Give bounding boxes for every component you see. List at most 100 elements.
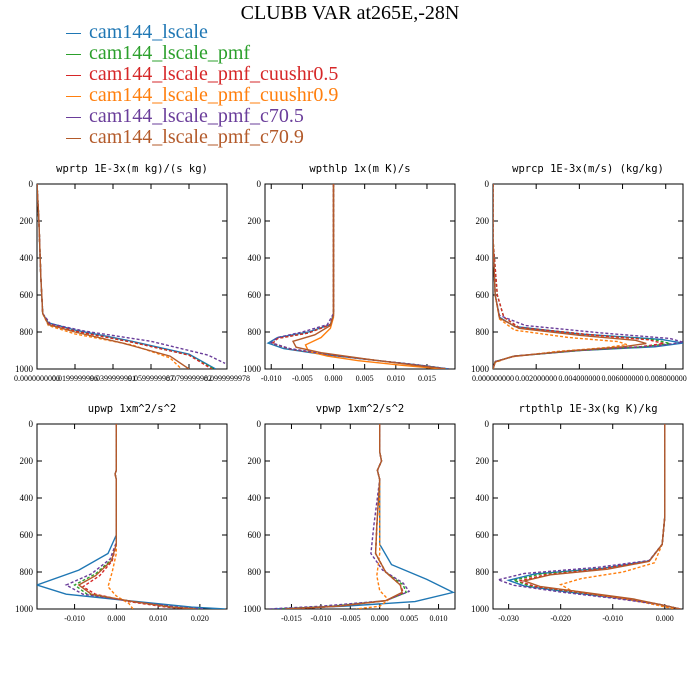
x-tick-label: 0.000000000 — [472, 374, 514, 383]
legend-swatch — [66, 54, 81, 56]
x-tick-label: 0.000 — [325, 374, 343, 383]
x-tick-label: -0.010 — [64, 614, 85, 623]
y-tick-label: 400 — [248, 253, 262, 263]
series-line — [77, 424, 196, 609]
y-tick-label: 1000 — [243, 604, 262, 614]
series-line — [516, 424, 681, 609]
x-tick-label: 0.0599999987 — [128, 374, 174, 383]
series-line — [304, 184, 443, 369]
legend-swatch — [66, 33, 81, 35]
series-line — [511, 424, 681, 609]
y-tick-label: 0 — [29, 419, 34, 429]
y-tick-label: 600 — [248, 290, 262, 300]
y-tick-label: 200 — [248, 456, 262, 466]
y-tick-label: 800 — [248, 567, 262, 577]
series-line — [506, 424, 681, 609]
y-tick-label: 800 — [20, 327, 34, 337]
series-line — [493, 184, 628, 369]
y-tick-label: 600 — [20, 290, 34, 300]
plot-frame — [264, 423, 456, 610]
series-line — [37, 184, 226, 365]
legend-swatch — [66, 117, 81, 119]
plot-frame — [492, 183, 684, 370]
x-tick-label: 0.008000000 — [645, 374, 687, 383]
x-tick-label: 0.0399999991 — [90, 374, 136, 383]
x-tick-label: 0.010 — [430, 614, 448, 623]
y-tick-label: 800 — [20, 567, 34, 577]
series-line — [271, 184, 446, 369]
y-tick-label: 200 — [248, 216, 262, 226]
series-line — [279, 424, 408, 609]
y-tick-label: 1000 — [471, 604, 490, 614]
y-tick-label: 1000 — [471, 364, 490, 374]
series-line — [37, 184, 182, 369]
chart-panel: upwp 1xm^2/s^2 0 200 400 600 800 1000 -0.010 0.0… — [15, 403, 228, 623]
plot-frame — [36, 183, 228, 370]
y-tick-label: 0 — [485, 419, 490, 429]
x-tick-label: 0.006000000 — [602, 374, 644, 383]
series-line — [37, 184, 213, 369]
x-tick-label: -0.010 — [311, 614, 332, 623]
series-line — [271, 184, 449, 369]
series-line — [267, 424, 411, 609]
series-line — [269, 184, 449, 369]
series-line — [493, 184, 671, 369]
y-tick-label: 0 — [257, 179, 262, 189]
x-tick-label: -0.015 — [281, 614, 302, 623]
x-tick-label: 0.0999999978 — [204, 374, 250, 383]
series-line — [558, 424, 676, 609]
plot-frame — [492, 423, 684, 610]
series-line — [521, 424, 681, 609]
panel-title: upwp 1xm^2/s^2 — [88, 403, 177, 415]
y-tick-label: 0 — [257, 419, 262, 429]
panel-title: rtpthlp 1E-3x(kg K)/kg — [518, 403, 657, 415]
x-tick-label: 0.0799999982 — [166, 374, 212, 383]
y-tick-label: 800 — [248, 327, 262, 337]
y-tick-label: 200 — [20, 216, 34, 226]
series-line — [37, 184, 190, 369]
x-tick-label: 0.010 — [387, 374, 405, 383]
y-tick-label: 0 — [29, 179, 34, 189]
x-tick-label: 0.015 — [418, 374, 436, 383]
series-line — [37, 424, 225, 609]
series-line — [107, 424, 134, 609]
x-tick-label: -0.020 — [550, 614, 571, 623]
y-tick-label: 1000 — [243, 364, 262, 374]
x-tick-label: 0.0199999996 — [52, 374, 98, 383]
y-tick-label: 200 — [476, 456, 490, 466]
series-line — [285, 424, 403, 609]
panel-title: vpwp 1xm^2/s^2 — [316, 403, 405, 415]
y-tick-label: 1000 — [15, 604, 34, 614]
y-tick-label: 400 — [20, 493, 34, 503]
y-tick-label: 600 — [20, 530, 34, 540]
series-line — [493, 184, 683, 369]
x-tick-label: 0.000 — [107, 614, 125, 623]
y-tick-label: 600 — [248, 530, 262, 540]
panel-title: wprtp 1E-3x(m kg)/(s kg) — [56, 163, 208, 175]
series-line — [493, 184, 683, 369]
y-tick-label: 400 — [248, 493, 262, 503]
x-tick-label: 0.004000000 — [558, 374, 600, 383]
x-tick-label: -0.005 — [292, 374, 313, 383]
x-tick-label: 0.0000000000 — [14, 374, 60, 383]
x-tick-label: -0.030 — [498, 614, 519, 623]
x-tick-label: -0.005 — [340, 614, 361, 623]
x-tick-label: 0.005 — [400, 614, 418, 623]
series-line — [291, 424, 405, 609]
legend-label: cam144_lscale_pmf_c70.5 — [89, 105, 304, 127]
y-tick-label: 600 — [476, 530, 490, 540]
legend-swatch — [66, 96, 81, 98]
y-tick-label: 200 — [20, 456, 34, 466]
x-tick-label: 0.000 — [656, 614, 674, 623]
y-tick-label: 200 — [476, 216, 490, 226]
y-tick-label: 400 — [476, 253, 490, 263]
chart-panel: wpthlp 1x(m K)/s 0 200 400 600 800 1000-0.010 -… — [243, 163, 456, 383]
x-tick-label: -0.010 — [602, 614, 623, 623]
legend-label: cam144_lscale_pmf — [89, 42, 251, 64]
y-tick-label: 1000 — [15, 364, 34, 374]
series-line — [291, 184, 446, 369]
y-tick-label: 800 — [476, 567, 490, 577]
series-line — [493, 184, 647, 369]
legend-swatch — [66, 75, 81, 77]
